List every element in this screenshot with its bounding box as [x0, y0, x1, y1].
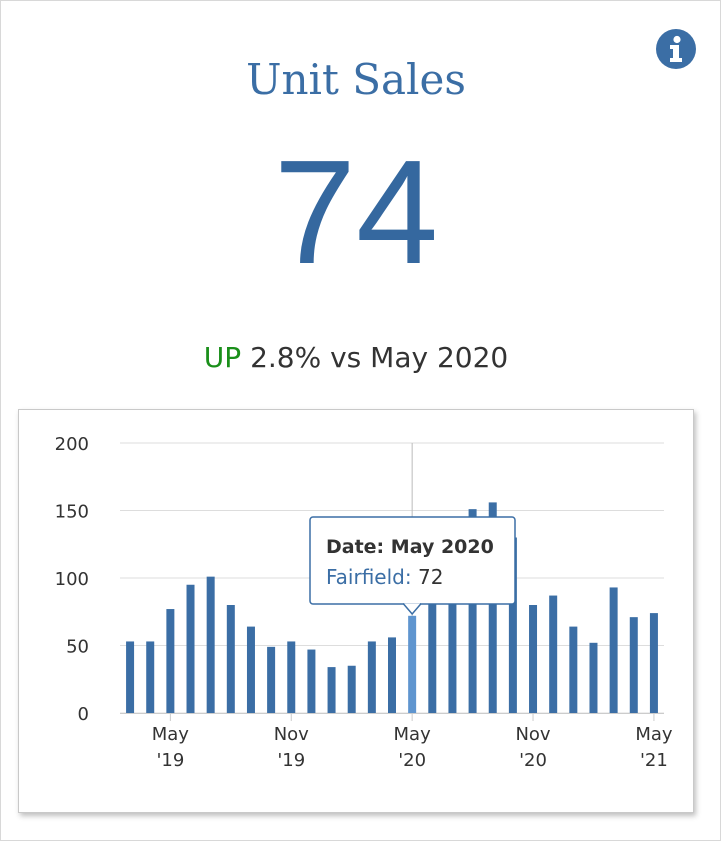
bar[interactable] [428, 594, 437, 713]
tooltip-date-label: Date: [326, 536, 384, 558]
y-tick-label: 200 [55, 434, 89, 455]
tooltip-series-label: Fairfield: [326, 565, 412, 589]
x-tick-label: '19 [156, 750, 184, 771]
bar[interactable] [549, 595, 558, 713]
bar[interactable] [589, 642, 598, 713]
change-summary: UP 2.8% vs May 2020 [1, 341, 711, 374]
bar[interactable] [287, 641, 296, 713]
tooltip-date-value: May 2020 [391, 536, 494, 558]
bar[interactable] [327, 667, 336, 713]
y-tick-label: 150 [55, 502, 89, 523]
change-direction: UP [203, 341, 242, 374]
bar[interactable] [307, 649, 316, 713]
bar[interactable] [508, 537, 517, 714]
chart-container: 0 50 100 150 200 May '19 Nov '19 May '20 Nov '20 May… [18, 409, 694, 813]
tooltip-series: Fairfield: 72 [326, 565, 443, 589]
info-icon[interactable] [656, 29, 696, 69]
info-circle-icon [656, 29, 696, 69]
bar[interactable] [488, 502, 497, 713]
bar[interactable] [226, 605, 235, 713]
kpi-value: 74 [273, 130, 439, 295]
bar[interactable] [246, 626, 255, 713]
x-tick-label: '21 [640, 750, 668, 771]
bar[interactable] [609, 587, 618, 713]
bar[interactable] [529, 605, 538, 713]
tooltip-date: Date: May 2020 [326, 536, 494, 558]
x-tick-label: May [635, 724, 673, 745]
x-tick-label: '20 [398, 750, 426, 771]
x-tick-label: Nov [274, 724, 309, 745]
bar[interactable] [367, 641, 376, 713]
bar[interactable] [448, 561, 457, 713]
bar[interactable] [408, 615, 417, 713]
change-text: 2.8% vs May 2020 [250, 341, 509, 374]
bar[interactable] [649, 613, 658, 713]
x-axis: May '19 Nov '19 May '20 Nov '20 May '21 [120, 713, 673, 771]
bar[interactable] [629, 617, 638, 713]
x-tick-label: May [394, 724, 432, 745]
bar[interactable] [166, 609, 175, 713]
y-tick-label: 0 [78, 704, 89, 725]
y-tick-label: 50 [66, 637, 89, 658]
x-tick-label: '20 [519, 750, 547, 771]
tooltip-series-value: 72 [418, 565, 443, 589]
x-tick-label: Nov [515, 724, 550, 745]
bars [126, 502, 658, 713]
bar[interactable] [206, 576, 215, 713]
y-axis: 0 50 100 150 200 [55, 434, 89, 725]
bar[interactable] [468, 509, 477, 713]
bar[interactable] [347, 665, 356, 713]
x-tick-label: May [152, 724, 190, 745]
card-title: Unit Sales [246, 55, 466, 104]
bar[interactable] [388, 637, 396, 713]
tooltip-box [309, 516, 516, 605]
bar[interactable] [186, 584, 195, 713]
tooltip-pointer [402, 603, 422, 616]
bar[interactable] [126, 641, 135, 713]
chart-tooltip: Date: May 2020 Fairfield: 72 [309, 516, 516, 616]
bar[interactable] [146, 641, 155, 713]
bar[interactable] [569, 626, 578, 713]
y-tick-label: 100 [55, 569, 89, 590]
bar[interactable] [267, 646, 276, 713]
x-tick-label: '19 [277, 750, 305, 771]
